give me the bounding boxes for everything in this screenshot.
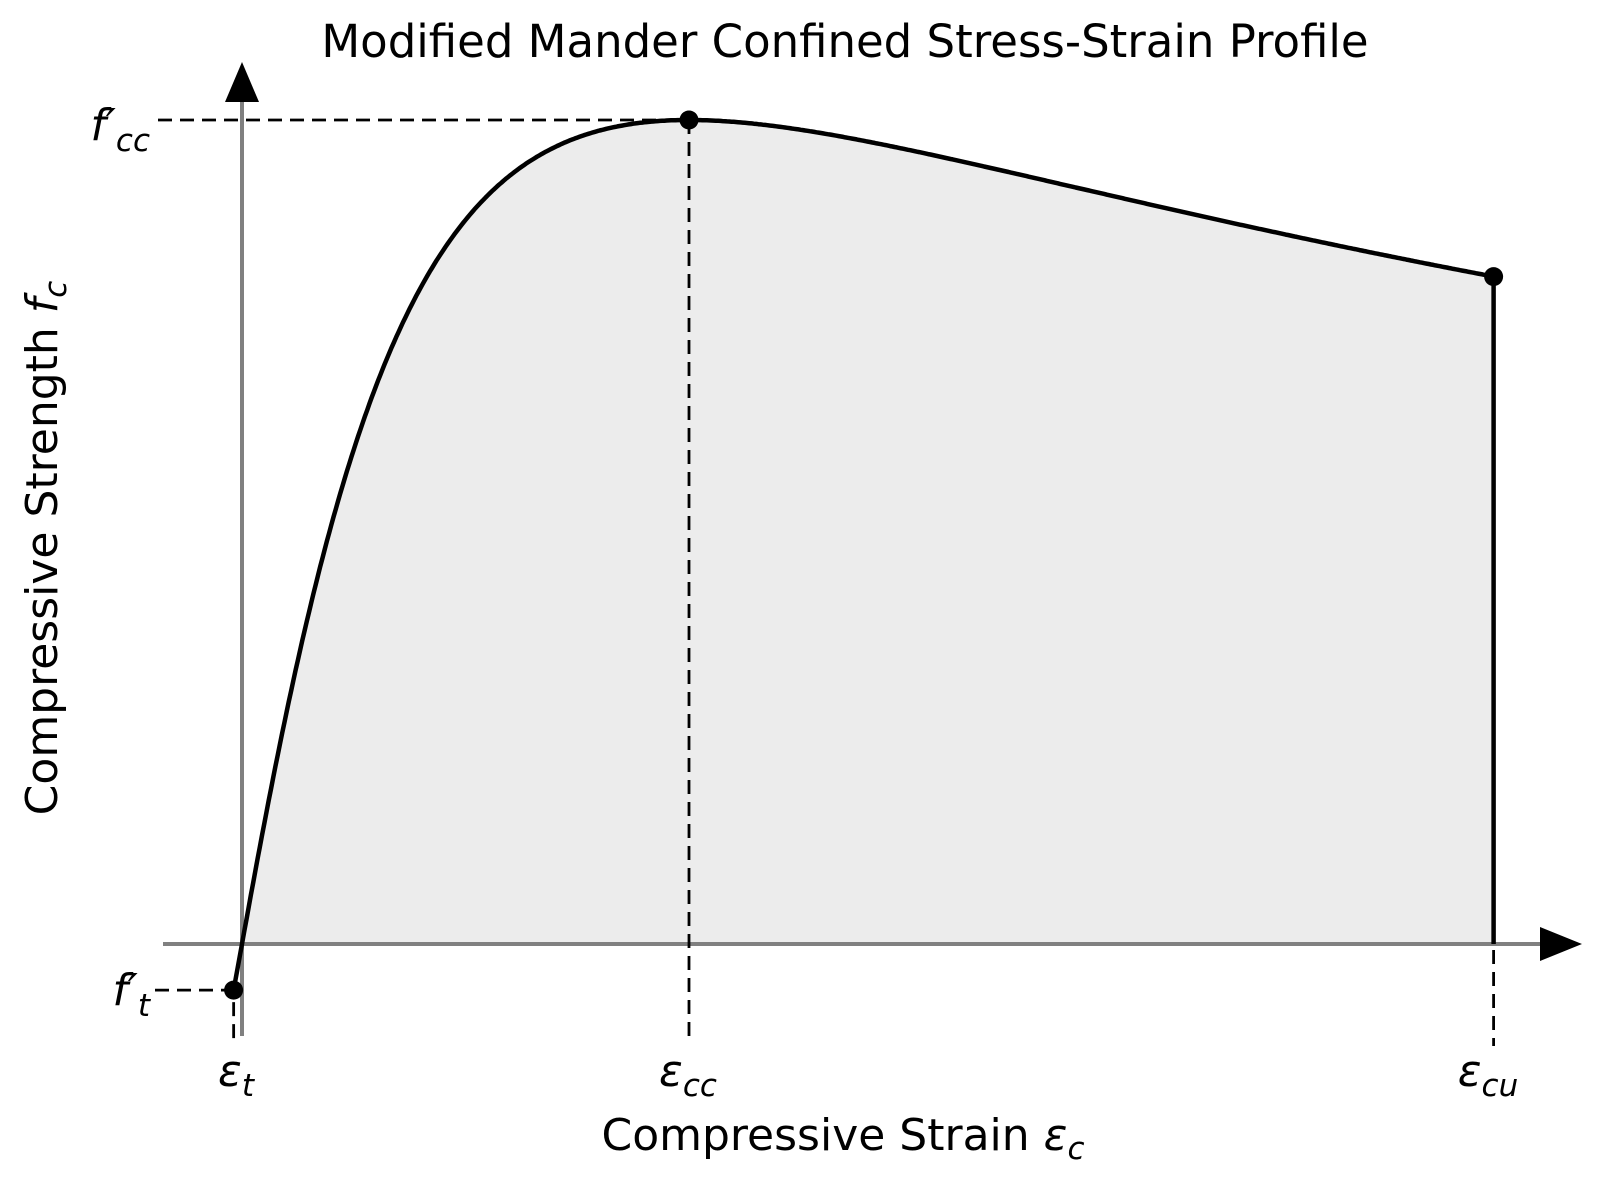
chart-title: Modified Mander Confined Stress-Strain P… — [321, 15, 1368, 68]
eps-cc-tick-label: εcc — [659, 1046, 717, 1104]
ft-label: f′t — [112, 965, 151, 1024]
y-axis-label: Compressive Strength fc — [17, 281, 74, 816]
peak-point-marker — [679, 110, 699, 130]
x-axis-arrow-icon — [1540, 927, 1582, 961]
tension-point-marker — [224, 980, 244, 1000]
eps-cu-tick-label: εcu — [1458, 1046, 1519, 1104]
stress-strain-curve — [231, 117, 1496, 993]
fcc-label: f′cc — [90, 100, 150, 159]
curve-fill-area — [242, 120, 1494, 944]
eps-t-tick-label: εt — [218, 1046, 256, 1104]
x-axis-label: Compressive Strain εc — [602, 1110, 1085, 1167]
y-axis-arrow-icon — [225, 62, 259, 102]
ultimate-point-marker — [1484, 267, 1504, 287]
